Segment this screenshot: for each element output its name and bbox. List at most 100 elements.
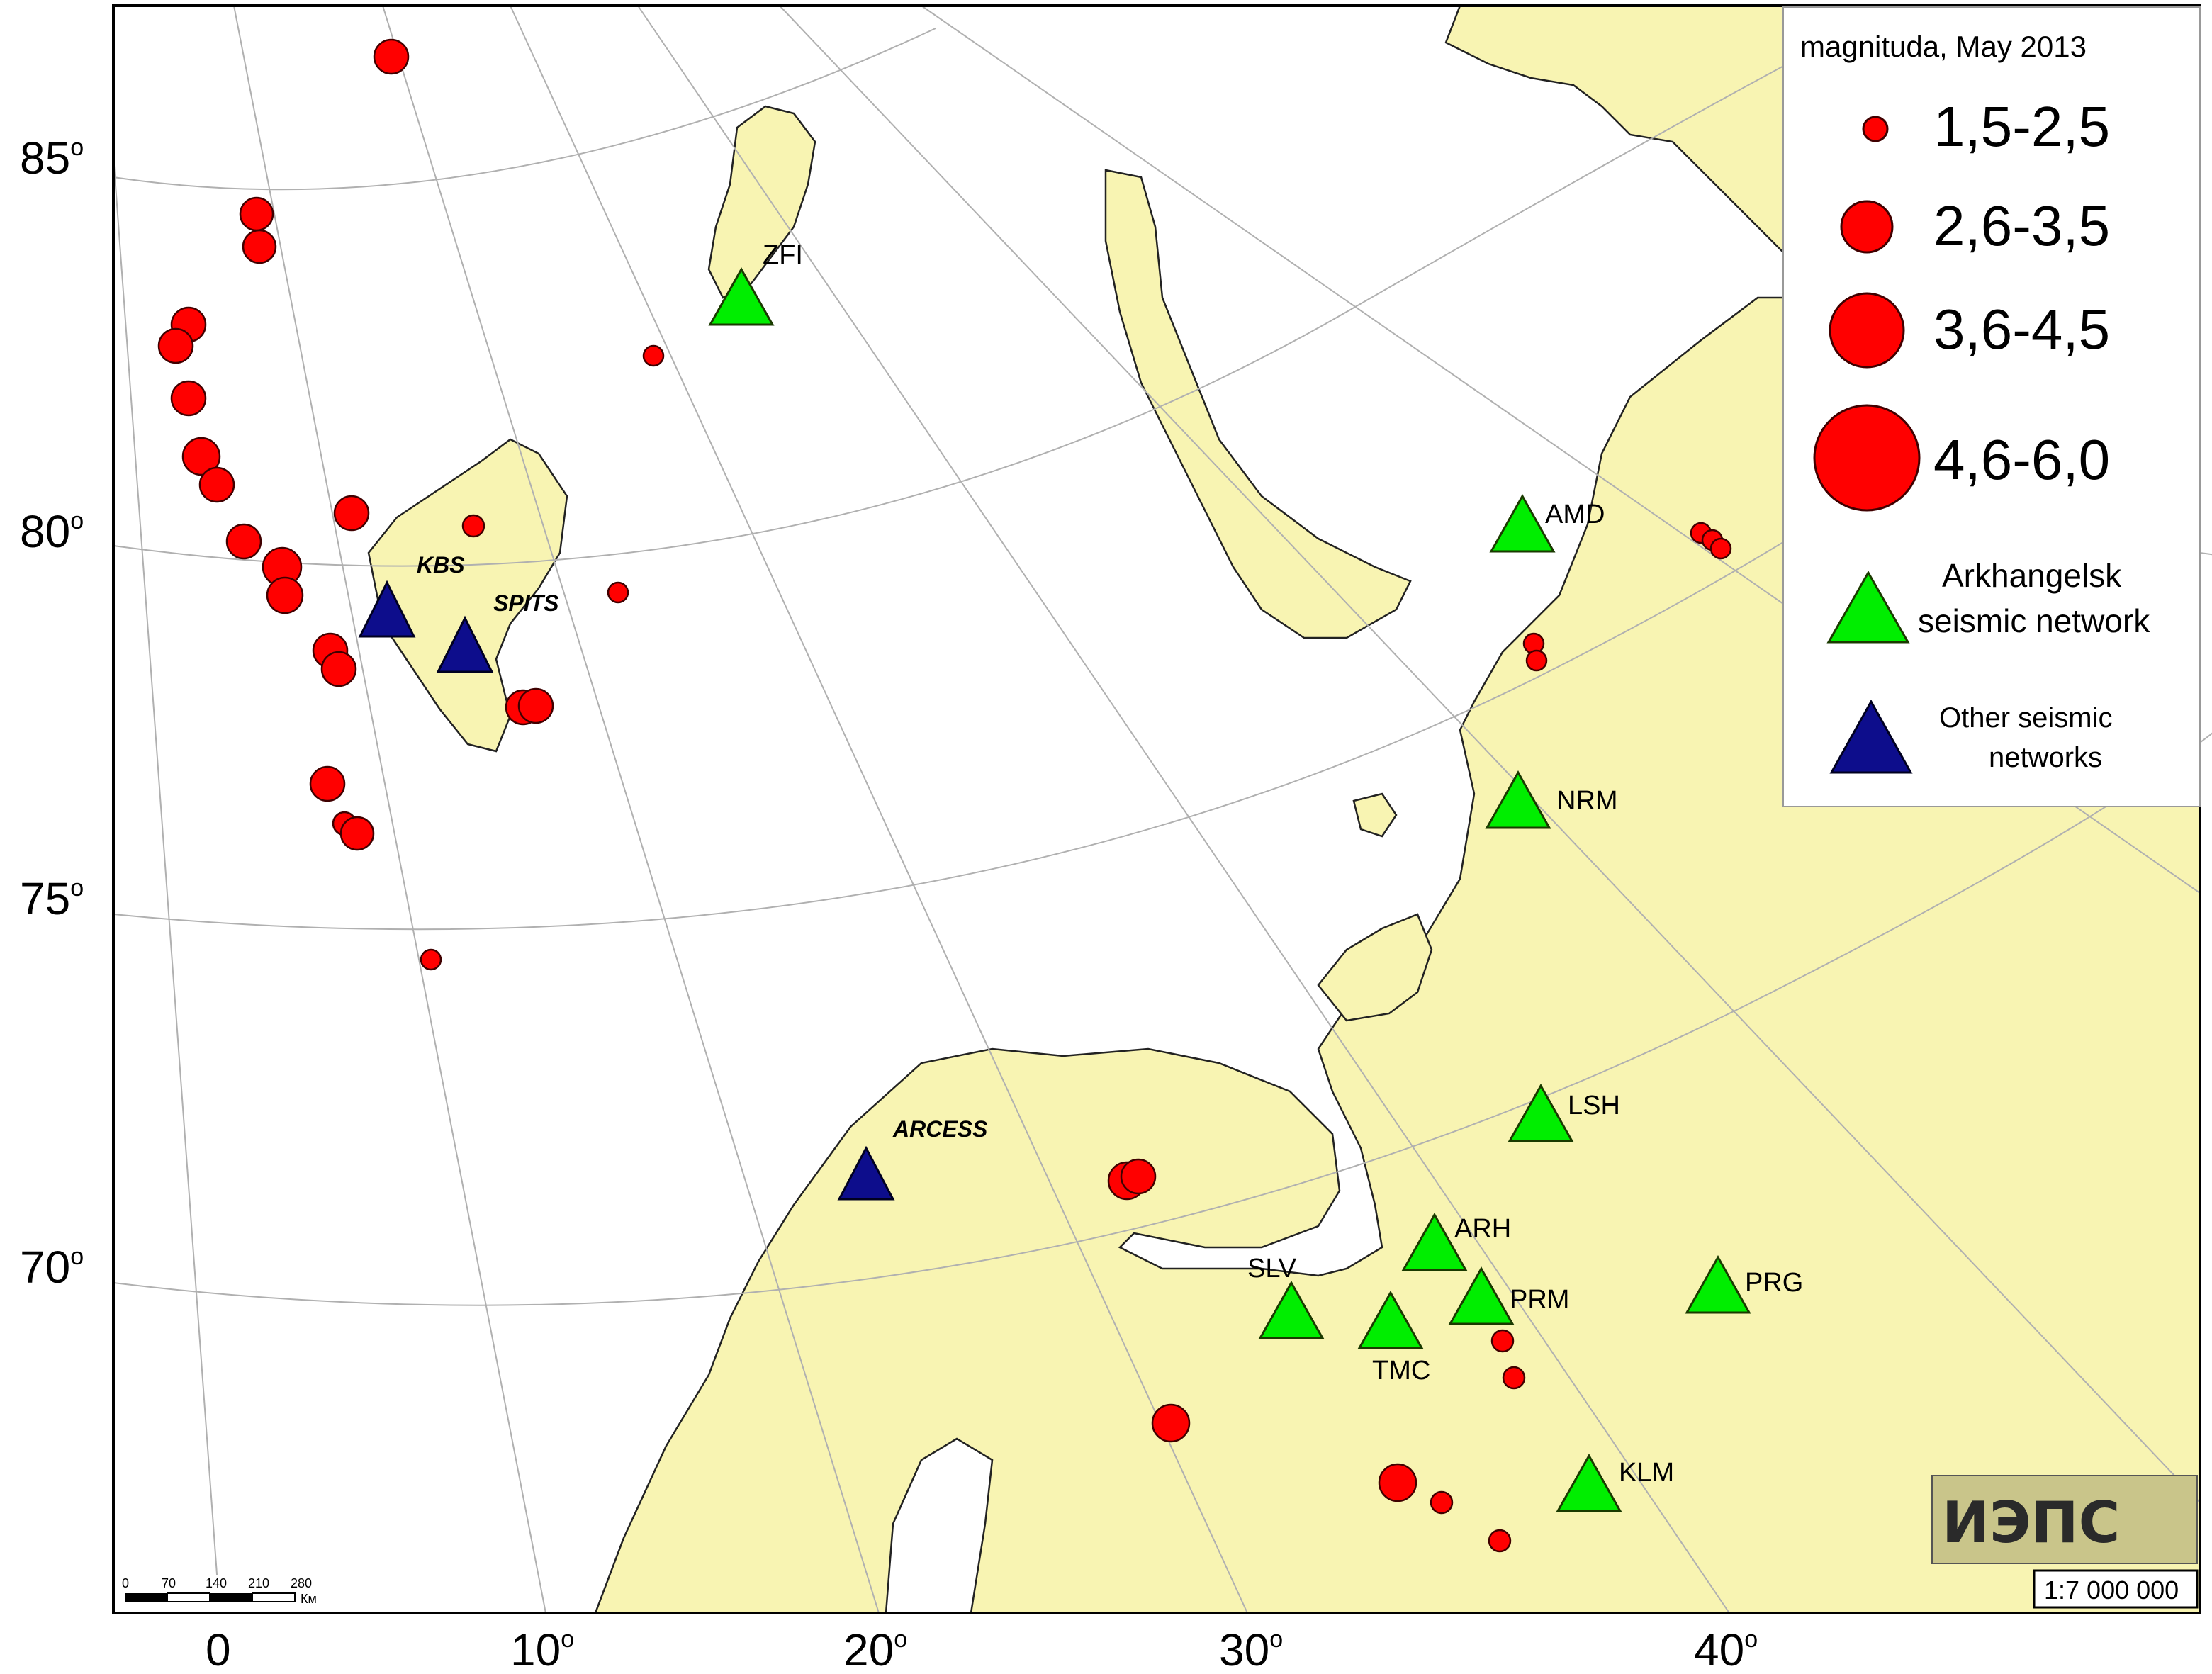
scale-tick-140: 140	[206, 1576, 227, 1590]
meridian-0	[113, 155, 220, 1614]
station-label-prg: PRG	[1745, 1268, 1803, 1298]
event-marker	[157, 327, 194, 364]
station-label-spits: SPITS	[493, 590, 559, 616]
event-marker	[1525, 649, 1548, 672]
event-marker	[373, 38, 410, 75]
legend-label-3: 3,6-4,5	[1933, 298, 2110, 361]
event-marker	[239, 196, 274, 232]
kolguev-island	[1352, 792, 1398, 838]
event-marker	[170, 380, 207, 417]
station-slv-marker	[1258, 1280, 1325, 1339]
lon-label-10: 10o	[510, 1624, 574, 1674]
event-marker	[1430, 1490, 1454, 1515]
seismic-events	[157, 38, 1732, 1553]
station-arcess-marker	[837, 1145, 895, 1201]
scale-ratio-box: 1:7 000 000	[2033, 1569, 2199, 1609]
scale-unit: Км	[301, 1592, 317, 1606]
legend-arkh-line2: seismic network	[1918, 602, 2150, 639]
scale-ratio: 1:7 000 000	[2044, 1575, 2179, 1605]
event-marker	[607, 581, 629, 604]
meridian-50	[779, 5, 2201, 1503]
legend-marker-medium	[1840, 200, 1894, 254]
station-labels: ZFI AMD NRM LSH ARH SLV PRM TMC PRG KLM …	[417, 240, 1803, 1488]
scale-segment	[167, 1592, 210, 1602]
event-marker	[1378, 1463, 1417, 1502]
event-marker	[1490, 1329, 1515, 1353]
svalbard	[367, 438, 568, 753]
longitude-labels: 0 10o 20o 30o 40o	[206, 1624, 1758, 1674]
station-label-nrm: NRM	[1556, 786, 1618, 816]
scale-tick-210: 210	[248, 1576, 269, 1590]
station-label-amd: AMD	[1545, 500, 1605, 529]
station-klm-marker	[1556, 1453, 1622, 1512]
station-spits-marker	[436, 615, 494, 673]
event-marker	[1709, 537, 1732, 560]
parallel-85	[113, 28, 936, 191]
event-marker	[225, 523, 262, 560]
station-prg-marker	[1685, 1254, 1751, 1314]
scale-segment	[125, 1593, 167, 1602]
station-lsh-marker	[1508, 1083, 1574, 1142]
lon-label-30: 30o	[1219, 1624, 1283, 1674]
legend-marker-small	[1862, 116, 1889, 142]
lat-label-75: 75o	[20, 873, 84, 924]
lat-label-80: 80o	[20, 506, 84, 557]
event-marker	[242, 229, 277, 264]
map-frame	[112, 4, 2201, 1614]
lon-label-20: 20o	[843, 1624, 907, 1674]
lat-label-85: 85o	[20, 133, 84, 184]
event-marker	[320, 651, 357, 687]
parallel-70	[113, 552, 2212, 1306]
legend-label-4: 4,6-6,0	[1933, 428, 2110, 491]
scale-tick-280: 280	[291, 1576, 312, 1590]
lon-label-0: 0	[206, 1624, 231, 1674]
station-amd-marker	[1489, 493, 1556, 553]
scale-tick-0: 0	[122, 1576, 129, 1590]
event-marker	[266, 576, 304, 614]
event-marker	[1502, 1366, 1526, 1390]
legend-other-line1: Other seismic	[1939, 702, 2113, 734]
legend-label-2: 2,6-3,5	[1933, 194, 2110, 257]
lat-label-70: 70o	[20, 1242, 84, 1293]
station-label-tmc: TMC	[1372, 1356, 1430, 1386]
station-label-arcess: ARCESS	[892, 1116, 988, 1142]
station-label-slv: SLV	[1247, 1254, 1297, 1283]
event-marker	[198, 466, 235, 503]
scale-segment	[210, 1593, 252, 1602]
station-prm-marker	[1448, 1266, 1515, 1325]
event-marker	[309, 765, 346, 802]
franz-josef-land	[707, 105, 816, 299]
latitude-labels: 85o 80o 75o 70o	[20, 133, 84, 1293]
legend-other-line2: networks	[1989, 742, 2102, 773]
scale-tick-70: 70	[162, 1576, 176, 1590]
scale-bar: 0 70 140 210 280 Км	[115, 1575, 335, 1612]
legend-marker-large	[1829, 292, 1905, 369]
station-label-arh: ARH	[1454, 1214, 1511, 1244]
kola-peninsula	[1317, 913, 1433, 1022]
meridian-30	[510, 5, 1248, 1614]
meridian-40	[637, 5, 1730, 1614]
station-label-zfi: ZFI	[763, 240, 803, 270]
station-label-prm: PRM	[1510, 1285, 1569, 1315]
legend-label-1: 1,5-2,5	[1933, 95, 2110, 158]
institute-logo: ИЭПС	[1931, 1475, 2198, 1564]
gulf-bothnia	[885, 1437, 994, 1614]
arkhangelsk-stations	[708, 266, 1751, 1512]
station-kbs-marker	[358, 580, 416, 638]
station-label-lsh: LSH	[1568, 1091, 1620, 1120]
scale-segment	[252, 1592, 296, 1602]
other-stations	[358, 580, 895, 1201]
station-label-klm: KLM	[1619, 1458, 1674, 1488]
event-marker	[339, 816, 375, 851]
event-marker	[1488, 1529, 1512, 1553]
station-tmc-marker	[1357, 1290, 1424, 1349]
station-zfi-marker	[708, 266, 775, 326]
legend-other-icon	[1829, 699, 1913, 774]
station-arh-marker	[1401, 1212, 1468, 1271]
event-marker	[517, 687, 554, 724]
legend-arkhangelsk-icon	[1826, 570, 1910, 644]
station-label-kbs: KBS	[417, 552, 465, 578]
event-marker	[1120, 1158, 1157, 1195]
event-marker	[333, 495, 370, 532]
